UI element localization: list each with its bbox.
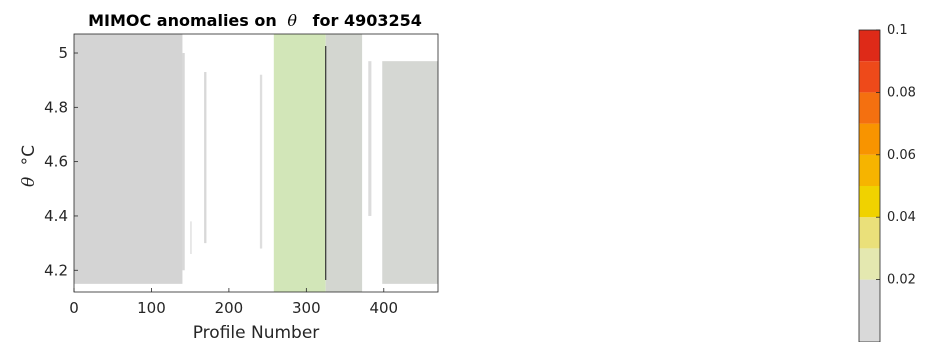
anomaly-column-3 — [204, 72, 207, 244]
y-axis-label: θ °C — [19, 145, 39, 187]
anomaly-column-8 — [382, 61, 438, 284]
colorbar-segment-8 — [859, 30, 880, 62]
x-axis: 0 100 200 300 400 — [69, 288, 398, 317]
colorbar-segment-1 — [859, 248, 880, 280]
plot-frame — [73, 33, 439, 293]
anomaly-column-7 — [368, 61, 372, 216]
y-tick-label-0: 4.2 — [44, 261, 68, 279]
colorbar-segment-0 — [859, 279, 880, 342]
colorbar-segment-4 — [859, 154, 880, 186]
x-tick-label-4: 400 — [369, 299, 398, 317]
colorbar: 0.02 0.04 0.06 0.08 0.1 — [858, 23, 916, 342]
colorbar-tick-label-2: 0.06 — [887, 148, 916, 163]
colorbar-tick-label-3: 0.08 — [887, 85, 916, 100]
colorbar-segment-7 — [859, 61, 880, 93]
colorbar-tick-label-1: 0.04 — [887, 210, 916, 225]
title-suffix: for 4903254 — [313, 11, 422, 30]
anomaly-column-4 — [259, 74, 263, 249]
anomaly-column-5 — [273, 34, 326, 292]
y-axis: 4.2 4.4 4.6 4.8 5 — [44, 44, 78, 279]
y-axis-label-unit: °C — [19, 145, 39, 165]
colorbar-tick-label-0: 0.02 — [887, 273, 916, 288]
title-theta: θ — [287, 11, 297, 30]
y-axis-label-theta: θ — [19, 177, 39, 187]
anomaly-column-1 — [182, 53, 185, 271]
colorbar-tick-label-4: 0.1 — [887, 23, 908, 38]
colorbar-segment-3 — [859, 186, 880, 218]
y-tick-label-1: 4.4 — [44, 207, 68, 225]
y-tick-label-2: 4.6 — [44, 153, 68, 171]
title-prefix: MIMOC anomalies on — [88, 11, 277, 30]
colorbar-segment-2 — [859, 217, 880, 249]
anomaly-column-6 — [325, 34, 363, 292]
x-axis-label: Profile Number — [193, 323, 320, 342]
x-tick-label-3: 300 — [292, 299, 321, 317]
colorbar-segment-5 — [859, 123, 880, 155]
anomaly-column-0 — [74, 34, 183, 284]
anomaly-column-2 — [190, 221, 192, 254]
colorbar-frame — [858, 29, 881, 342]
x-tick-label-2: 200 — [215, 299, 244, 317]
colorbar-segment-6 — [859, 92, 880, 124]
x-tick-label-1: 100 — [137, 299, 166, 317]
x-tick-label-0: 0 — [69, 299, 79, 317]
plot-area — [73, 33, 439, 293]
y-tick-label-3: 4.8 — [44, 98, 68, 116]
chart-title: MIMOC anomalies on θ for 4903254 — [88, 11, 422, 30]
y-tick-label-4: 5 — [58, 44, 68, 62]
